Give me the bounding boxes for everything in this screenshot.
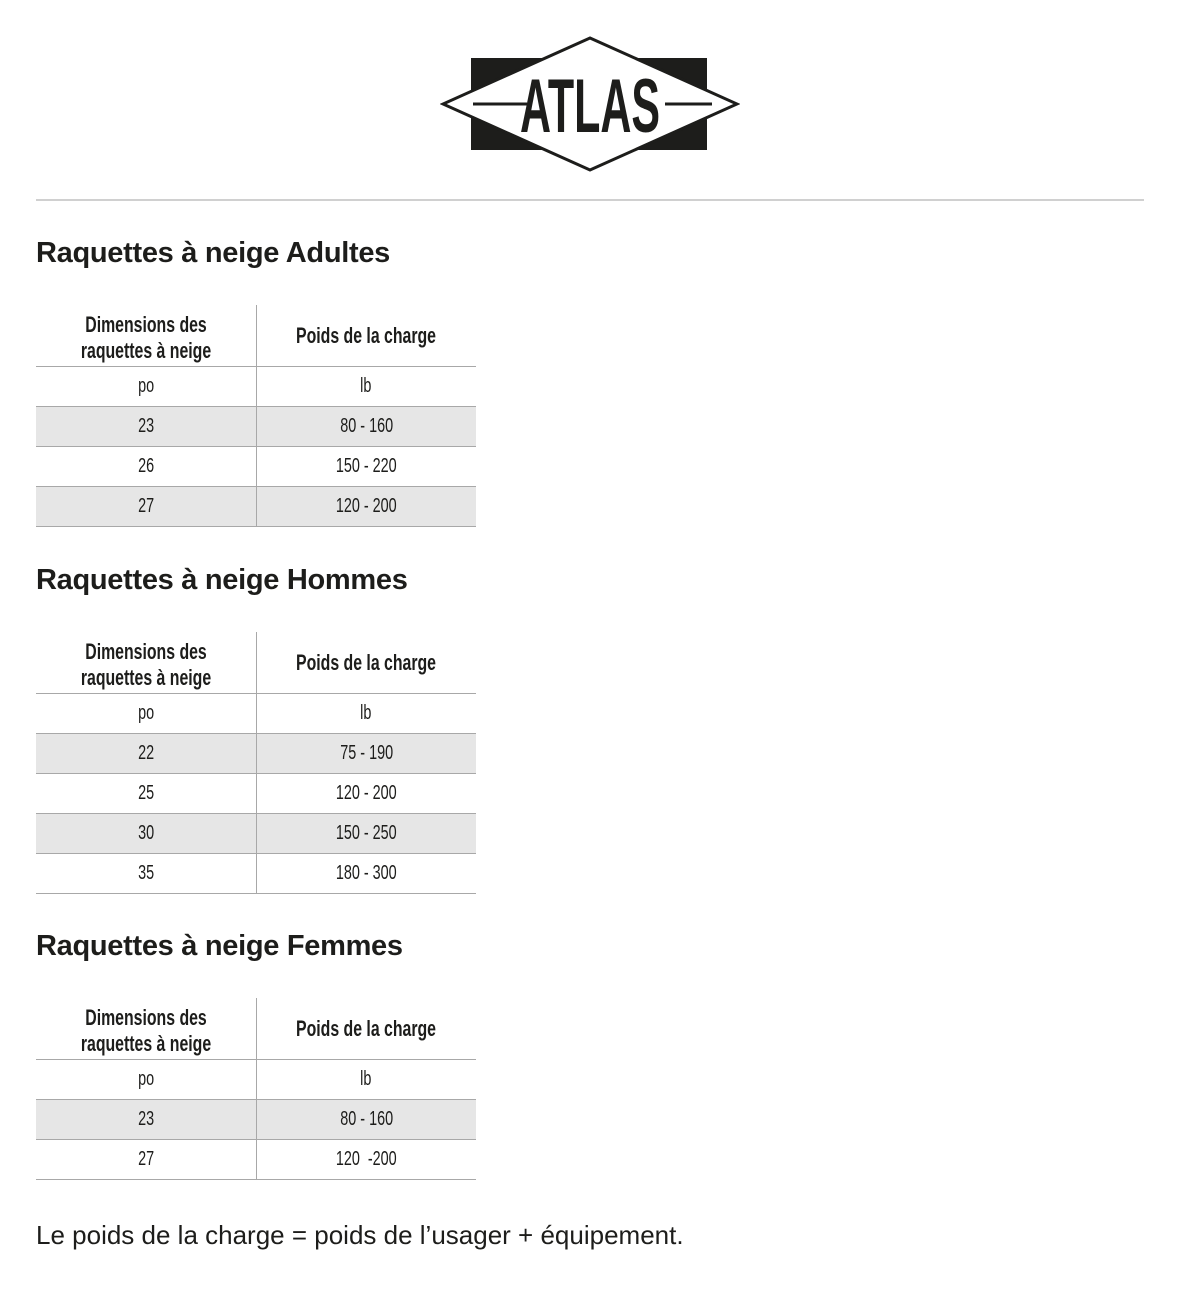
size-cell: 27 (137, 495, 154, 517)
table-header-row: Dimensions des raquettes à neige Poids d… (36, 305, 476, 367)
table-row: 35 180 - 300 (36, 853, 476, 894)
table-row: 22 75 - 190 (36, 733, 476, 774)
size-table: Dimensions des raquettes à neige Poids d… (36, 632, 476, 894)
size-cell: 27 (137, 1148, 154, 1170)
unit-size: po (137, 1068, 154, 1090)
size-section: Raquettes à neige Femmes Dimensions des … (36, 926, 476, 1180)
load-cell: 80 - 160 (339, 1108, 393, 1130)
table-row: 26 150 - 220 (36, 446, 476, 487)
load-cell: 120 -200 (335, 1148, 397, 1170)
table-row: 23 80 - 160 (36, 406, 476, 447)
unit-load: lb (360, 702, 372, 724)
load-cell: 150 - 220 (335, 455, 397, 477)
divider (36, 199, 1144, 201)
size-cell: 35 (137, 862, 154, 884)
footer-note: Le poids de la charge = poids de l’usage… (36, 1220, 684, 1250)
atlas-logo: ATLAS (440, 36, 740, 172)
header-size: Dimensions des raquettes à neige (80, 312, 211, 363)
table-row: 30 150 - 250 (36, 813, 476, 854)
svg-text:ATLAS: ATLAS (520, 64, 660, 149)
header-load: Poids de la charge (296, 649, 437, 675)
size-table: Dimensions des raquettes à neige Poids d… (36, 998, 476, 1180)
section-title: Raquettes à neige Adultes (36, 237, 391, 269)
units-row: po lb (36, 693, 476, 734)
unit-load: lb (360, 375, 372, 397)
size-cell: 25 (137, 782, 154, 804)
header-size: Dimensions des raquettes à neige (80, 1005, 211, 1056)
units-row: po lb (36, 1059, 476, 1100)
table-row: 27 120 - 200 (36, 486, 476, 527)
table-row: 25 120 - 200 (36, 773, 476, 814)
size-cell: 23 (137, 1108, 154, 1130)
size-table: Dimensions des raquettes à neige Poids d… (36, 305, 476, 527)
header-size: Dimensions des raquettes à neige (80, 639, 211, 690)
header-load: Poids de la charge (296, 322, 437, 348)
load-cell: 150 - 250 (335, 822, 397, 844)
load-cell: 120 - 200 (335, 782, 397, 804)
size-cell: 23 (137, 415, 154, 437)
table-row: 23 80 - 160 (36, 1099, 476, 1140)
size-section: Raquettes à neige Adultes Dimensions des… (36, 233, 476, 527)
size-cell: 26 (137, 455, 154, 477)
section-title: Raquettes à neige Femmes (36, 930, 403, 962)
size-cell: 30 (137, 822, 154, 844)
unit-size: po (137, 375, 154, 397)
load-cell: 180 - 300 (335, 862, 397, 884)
load-cell: 120 - 200 (335, 495, 397, 517)
unit-size: po (137, 702, 154, 724)
units-row: po lb (36, 366, 476, 407)
table-header-row: Dimensions des raquettes à neige Poids d… (36, 632, 476, 694)
load-cell: 80 - 160 (339, 415, 393, 437)
table-row: 27 120 -200 (36, 1139, 476, 1180)
load-cell: 75 - 190 (339, 742, 393, 764)
section-title: Raquettes à neige Hommes (36, 564, 408, 596)
table-header-row: Dimensions des raquettes à neige Poids d… (36, 998, 476, 1060)
size-section: Raquettes à neige Hommes Dimensions des … (36, 560, 476, 894)
size-cell: 22 (137, 742, 154, 764)
unit-load: lb (360, 1068, 372, 1090)
header-load: Poids de la charge (296, 1015, 437, 1041)
